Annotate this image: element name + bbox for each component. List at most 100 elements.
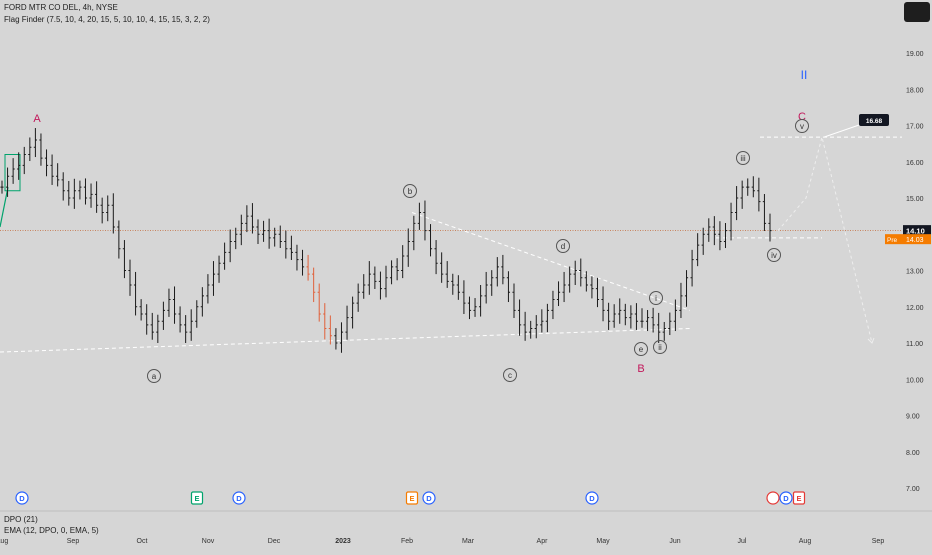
ohlc-bar[interactable] <box>28 137 32 162</box>
ohlc-bar[interactable] <box>595 277 600 308</box>
ohlc-bar[interactable] <box>100 197 104 224</box>
ohlc-bar[interactable] <box>306 254 310 281</box>
ohlc-bar[interactable] <box>573 260 577 285</box>
ohlc-bar[interactable] <box>33 128 37 158</box>
ohlc-bar[interactable] <box>373 266 377 289</box>
ohlc-bar[interactable] <box>629 305 633 329</box>
ohlc-bar[interactable] <box>512 283 516 318</box>
ohlc-bar[interactable] <box>534 315 538 339</box>
ohlc-bar[interactable] <box>300 249 305 276</box>
ohlc-bar[interactable] <box>434 240 438 275</box>
ohlc-bar[interactable] <box>707 218 711 242</box>
ohlc-bar[interactable] <box>562 271 566 303</box>
ohlc-bar[interactable] <box>22 146 26 175</box>
ohlc-bar[interactable] <box>568 266 572 293</box>
ohlc-bar[interactable] <box>701 227 705 255</box>
ohlc-bar[interactable] <box>551 290 555 320</box>
ohlc-bar[interactable] <box>746 178 750 196</box>
ohlc-bar[interactable] <box>584 271 588 292</box>
ohlc-bar[interactable] <box>601 286 605 322</box>
ohlc-bar[interactable] <box>61 172 65 201</box>
ohlc-bar[interactable] <box>156 314 160 343</box>
ohlc-bar[interactable] <box>351 296 355 329</box>
event-marker[interactable]: D <box>232 491 246 505</box>
ohlc-bar[interactable] <box>139 299 143 321</box>
event-marker[interactable]: E <box>792 491 806 505</box>
ohlc-bar[interactable] <box>445 261 449 288</box>
ohlc-bar[interactable] <box>128 259 132 296</box>
ohlc-bar[interactable] <box>456 275 460 300</box>
ohlc-bar[interactable] <box>133 271 138 316</box>
ohlc-bar[interactable] <box>167 288 171 317</box>
ohlc-bar[interactable] <box>634 303 639 330</box>
ohlc-bar[interactable] <box>679 282 683 318</box>
ohlc-bar[interactable] <box>200 287 204 317</box>
ohlc-bar[interactable] <box>540 309 544 333</box>
chart-menu-button[interactable] <box>904 2 930 22</box>
ohlc-bar[interactable] <box>89 183 93 208</box>
ohlc-bar[interactable] <box>657 312 661 343</box>
ohlc-bar[interactable] <box>50 154 54 185</box>
ohlc-bar[interactable] <box>17 152 21 180</box>
ohlc-bars[interactable] <box>0 128 772 353</box>
ohlc-bar[interactable] <box>295 244 299 271</box>
ohlc-bar[interactable] <box>0 180 4 194</box>
ohlc-bar[interactable] <box>640 308 644 328</box>
ohlc-bar[interactable] <box>261 220 266 242</box>
ohlc-bar[interactable] <box>651 307 655 333</box>
ohlc-bar[interactable] <box>690 249 694 287</box>
event-marker[interactable]: E <box>405 491 419 505</box>
ohlc-bar[interactable] <box>490 270 494 296</box>
ohlc-bar[interactable] <box>506 271 511 303</box>
ohlc-bar[interactable] <box>56 163 60 187</box>
ohlc-bar[interactable] <box>267 218 271 249</box>
ohlc-bar[interactable] <box>78 180 82 200</box>
ohlc-bar[interactable] <box>273 227 277 247</box>
ohlc-bar[interactable] <box>256 219 260 245</box>
event-marker[interactable]: D <box>15 491 29 505</box>
ohlc-bar[interactable] <box>178 306 182 333</box>
ohlc-bar[interactable] <box>223 242 227 270</box>
ohlc-bar[interactable] <box>184 315 188 343</box>
ohlc-bar[interactable] <box>328 315 332 345</box>
ohlc-bar[interactable] <box>696 233 700 267</box>
ohlc-bar[interactable] <box>239 214 243 246</box>
ohlc-bar[interactable] <box>122 240 127 279</box>
ohlc-bar[interactable] <box>723 223 728 249</box>
ohlc-bar[interactable] <box>117 220 121 259</box>
ohlc-bar[interactable] <box>623 303 627 326</box>
ohlc-bar[interactable] <box>172 286 177 324</box>
ohlc-bar[interactable] <box>607 302 611 330</box>
ohlc-bar[interactable] <box>662 321 666 341</box>
ohlc-bar[interactable] <box>517 299 522 336</box>
ohlc-bar[interactable] <box>740 180 744 209</box>
ohlc-bar[interactable] <box>729 202 733 241</box>
ohlc-bar[interactable] <box>356 283 360 312</box>
ohlc-bar[interactable] <box>339 322 344 353</box>
ohlc-bar[interactable] <box>111 193 115 234</box>
ohlc-bar[interactable] <box>217 255 221 283</box>
ohlc-bar[interactable] <box>417 202 421 230</box>
ohlc-bar[interactable] <box>451 273 455 295</box>
ohlc-bar[interactable] <box>401 245 405 279</box>
ohlc-bar[interactable] <box>161 301 165 330</box>
event-marker[interactable]: D <box>585 491 599 505</box>
ohlc-bar[interactable] <box>284 230 288 259</box>
time-axis[interactable]: Aug Sep Oct Nov Dec 2023 Feb Mar Apr May Jun Jul Aug… <box>0 538 884 545</box>
ohlc-bar[interactable] <box>473 298 477 317</box>
ohlc-bar[interactable] <box>412 215 416 251</box>
ohlc-bar[interactable] <box>189 309 193 341</box>
ohlc-bar[interactable] <box>206 274 210 304</box>
ohlc-bar[interactable] <box>529 320 533 339</box>
ohlc-bar[interactable] <box>312 267 316 303</box>
ohlc-bar[interactable] <box>345 305 349 340</box>
ohlc-bar[interactable] <box>289 235 293 260</box>
ohlc-bar[interactable] <box>389 260 394 285</box>
ohlc-bar[interactable] <box>673 299 677 332</box>
event-marker[interactable]: D <box>779 491 793 505</box>
ohlc-bar[interactable] <box>618 298 622 324</box>
ohlc-bar[interactable] <box>645 310 650 332</box>
ohlc-bar[interactable] <box>523 311 527 341</box>
ohlc-bar[interactable] <box>334 328 338 350</box>
